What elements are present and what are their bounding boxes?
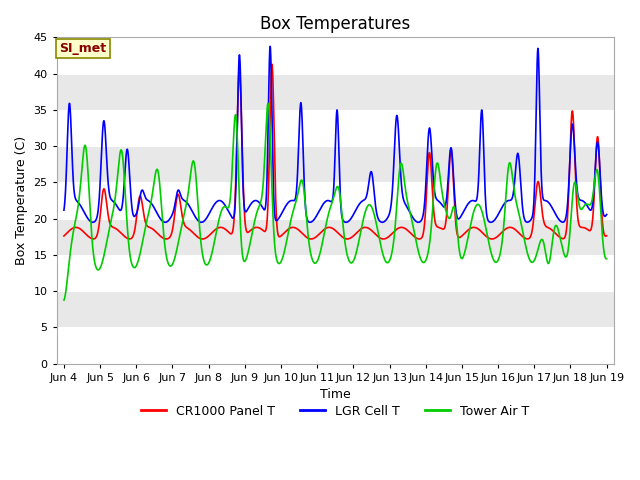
Legend: CR1000 Panel T, LGR Cell T, Tower Air T: CR1000 Panel T, LGR Cell T, Tower Air T	[136, 400, 534, 423]
Bar	[57, 327, 614, 364]
Bar	[57, 146, 614, 182]
Bar	[57, 291, 614, 327]
Bar	[57, 255, 614, 291]
Bar	[57, 219, 614, 255]
Bar	[57, 182, 614, 219]
Bar	[57, 110, 614, 146]
X-axis label: Time: Time	[320, 388, 351, 401]
Title: Box Temperatures: Box Temperatures	[260, 15, 410, 33]
Bar	[57, 37, 614, 73]
Y-axis label: Box Temperature (C): Box Temperature (C)	[15, 136, 28, 265]
Bar	[57, 73, 614, 110]
Text: SI_met: SI_met	[60, 42, 107, 55]
